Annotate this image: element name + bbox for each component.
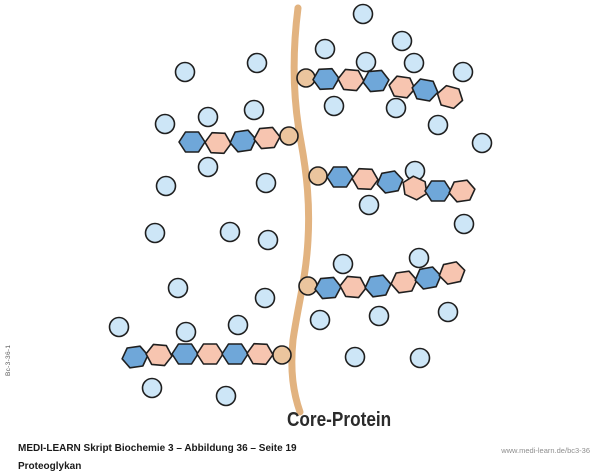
sugar-circle — [391, 30, 413, 52]
sugar-circle — [255, 172, 277, 194]
pink-hexagon-sugar — [145, 343, 173, 367]
sugar-circle — [227, 314, 249, 336]
sugar-circle — [427, 114, 449, 136]
sugar-circle — [358, 194, 380, 216]
sugar-circle — [141, 377, 163, 399]
footer-divider-rule — [18, 431, 597, 433]
blue-hexagon-sugar — [171, 343, 199, 365]
sugar-circle — [453, 213, 475, 235]
blue-hexagon-sugar — [121, 345, 149, 369]
link-sugar-circle — [308, 166, 328, 186]
blue-hexagon-sugar — [221, 343, 249, 365]
pink-hexagon-sugar — [337, 68, 365, 92]
pink-hexagon-sugar — [204, 131, 232, 155]
sugar-circle — [108, 316, 130, 338]
link-sugar-circle — [298, 276, 318, 296]
pink-hexagon-sugar — [351, 167, 379, 191]
blue-hexagon-sugar — [314, 276, 342, 300]
glycan-chain — [298, 261, 466, 300]
sugar-circle — [243, 99, 265, 121]
sugar-circle — [309, 309, 331, 331]
sugar-circle — [471, 132, 493, 154]
blue-hexagon-sugar — [364, 274, 392, 298]
sugar-circle — [332, 253, 354, 275]
sugar-circle — [257, 229, 279, 251]
sugar-circle — [314, 38, 336, 60]
blue-hexagon-sugar — [414, 266, 442, 290]
pink-hexagon-sugar — [253, 126, 281, 150]
proteoglycan-diagram — [108, 3, 493, 416]
sugar-circle — [355, 51, 377, 73]
sugar-circle — [403, 52, 425, 74]
sugar-circle — [215, 385, 237, 407]
glycan-chain — [178, 126, 299, 155]
sugar-circle — [437, 301, 459, 323]
pink-hexagon-sugar — [436, 84, 464, 110]
sugar-circle — [174, 61, 196, 83]
core-protein-label: Core-Protein — [287, 409, 392, 431]
link-sugar-circle — [296, 68, 316, 88]
glycan-chain — [296, 67, 464, 110]
pink-hexagon-sugar — [448, 179, 476, 203]
sugar-circle — [144, 222, 166, 244]
sugar-circle — [197, 156, 219, 178]
sugar-circle — [344, 346, 366, 368]
sugar-circle — [254, 287, 276, 309]
figure-caption: MEDI-LEARN Skript Biochemie 3 – Abbildun… — [18, 443, 297, 454]
blue-hexagon-sugar — [326, 166, 354, 188]
pink-hexagon-sugar — [196, 343, 224, 365]
pink-hexagon-sugar — [339, 275, 367, 299]
sugar-circle — [323, 95, 345, 117]
sugar-circle — [368, 305, 390, 327]
sugar-circle — [352, 3, 374, 25]
blue-hexagon-sugar — [362, 69, 390, 93]
sugar-circle — [409, 347, 431, 369]
sugar-circle — [167, 277, 189, 299]
pink-hexagon-sugar — [390, 270, 418, 294]
blue-hexagon-sugar — [376, 170, 404, 194]
sugar-circle — [154, 113, 176, 135]
sugar-circle — [219, 221, 241, 243]
core-protein-line — [288, 4, 313, 416]
sugar-circle — [385, 97, 407, 119]
blue-hexagon-sugar — [178, 131, 206, 153]
figure-title: Proteoglykan — [18, 461, 82, 472]
pink-hexagon-sugar — [246, 342, 274, 366]
sugar-circle — [197, 106, 219, 128]
glycan-chain — [121, 342, 292, 369]
sugar-circle — [452, 61, 474, 83]
link-sugar-circle — [272, 345, 292, 365]
sugar-circle — [155, 175, 177, 197]
blue-hexagon-sugar — [411, 78, 439, 102]
glycan-chain — [308, 166, 476, 203]
sugar-circle — [246, 52, 268, 74]
blue-hexagon-sugar — [229, 129, 257, 153]
sugar-circle — [175, 321, 197, 343]
link-sugar-circle — [279, 126, 299, 146]
blue-hexagon-sugar — [312, 67, 340, 91]
figure-side-code: Bc-3-36-1 — [5, 344, 12, 376]
source-url-text: www.medi-learn.de/bc3-36 — [501, 446, 590, 455]
blue-hexagon-sugar — [424, 180, 452, 202]
pink-hexagon-sugar — [438, 261, 466, 285]
sugar-circle — [408, 247, 430, 269]
